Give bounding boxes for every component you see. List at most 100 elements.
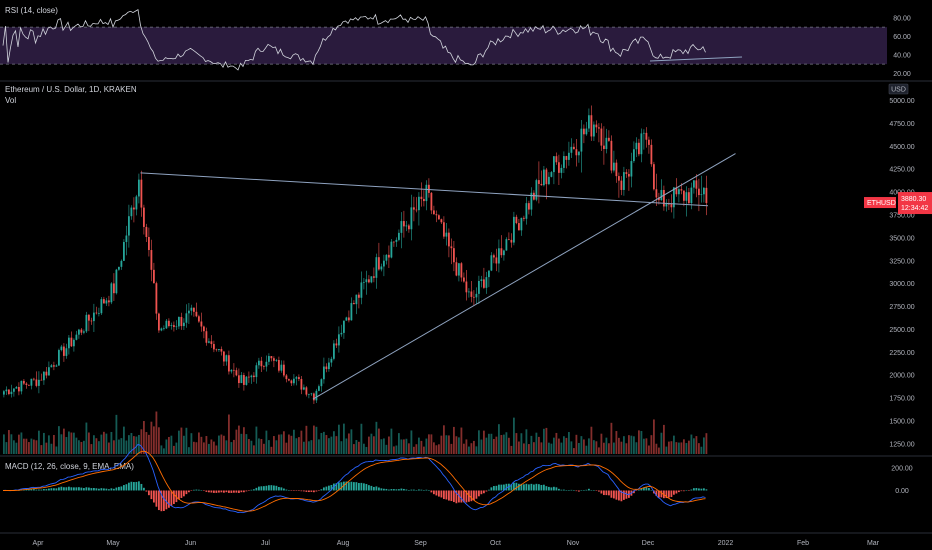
candle <box>240 375 243 384</box>
macd-histogram-bar <box>203 490 205 491</box>
volume-bar <box>213 441 215 454</box>
macd-histogram-bar <box>140 483 143 491</box>
candle <box>640 133 643 155</box>
time-axis-label: Dec <box>642 540 655 547</box>
volume-bar <box>530 435 533 454</box>
candle <box>448 232 450 247</box>
rsi-label: RSI (14, close) <box>5 6 58 15</box>
volume-bar <box>35 440 38 454</box>
candle <box>428 184 430 193</box>
volume-bar <box>413 446 415 454</box>
macd-histogram-bar <box>610 490 613 498</box>
candle <box>125 235 128 243</box>
volume-bar <box>540 442 543 454</box>
macd-histogram-bar <box>448 490 450 501</box>
candle <box>340 332 343 335</box>
volume-bar <box>275 440 278 454</box>
candle <box>200 321 203 327</box>
candle <box>50 365 53 368</box>
axis-tick-label: 2500.00 <box>889 327 914 334</box>
macd-histogram-bar <box>280 487 283 491</box>
macd-histogram-bar <box>293 490 295 491</box>
candle <box>25 383 28 385</box>
volume-bar <box>195 442 198 454</box>
volume-bar <box>550 443 553 454</box>
candle <box>173 325 175 327</box>
macd-histogram-bar <box>453 490 455 503</box>
macd-histogram-bar <box>575 490 578 492</box>
macd-histogram-bar <box>683 490 685 492</box>
candle <box>528 203 530 210</box>
macd-histogram-bar <box>223 490 225 493</box>
volume-bar <box>245 434 248 454</box>
macd-histogram-bar <box>348 482 350 491</box>
macd-histogram-bar <box>35 489 38 491</box>
candle <box>88 314 90 321</box>
volume-bar <box>675 442 678 454</box>
macd-histogram-bar <box>98 488 100 491</box>
volume-bar <box>215 445 218 454</box>
macd-histogram-bar <box>250 489 253 491</box>
volume-bar <box>305 425 308 454</box>
volume-bar <box>523 443 525 454</box>
candle <box>313 393 315 401</box>
macd-histogram-bar <box>703 488 705 491</box>
candle <box>65 348 68 356</box>
volume-bar <box>108 442 110 454</box>
candle <box>535 180 538 200</box>
volume-bar <box>410 430 413 454</box>
volume-bar <box>610 422 613 454</box>
volume-bar <box>705 433 708 454</box>
macd-histogram-bar <box>670 490 673 498</box>
candle <box>680 189 683 191</box>
symbol-badge: ETHUSD <box>867 200 896 207</box>
volume-bar <box>580 436 583 454</box>
candle <box>565 156 568 160</box>
volume-bar <box>685 443 688 454</box>
volume-bar <box>230 442 233 454</box>
volume-bar <box>155 411 158 454</box>
volume-bar <box>173 445 175 454</box>
macd-histogram-bar <box>465 490 468 503</box>
volume-bar <box>205 436 208 454</box>
volume-bar <box>335 436 338 454</box>
volume-bar <box>210 439 213 454</box>
macd-histogram-bar <box>270 485 273 491</box>
macd-histogram-bar <box>28 489 30 491</box>
macd-histogram-bar <box>530 483 533 491</box>
candle <box>123 242 125 261</box>
candle <box>95 312 98 314</box>
candle <box>570 146 573 153</box>
volume-bar <box>168 436 170 454</box>
candle <box>135 196 138 210</box>
macd-histogram-bar <box>265 485 268 491</box>
macd-histogram-bar <box>518 483 520 491</box>
volume-bar <box>78 440 80 454</box>
volume-bar <box>618 437 620 454</box>
axis-tick-label: 60.00 <box>893 34 911 41</box>
macd-histogram-bar <box>625 490 628 499</box>
candle <box>55 365 58 367</box>
macd-histogram-bar <box>473 490 475 501</box>
macd-histogram-bar <box>80 487 83 491</box>
macd-histogram-bar <box>93 487 95 491</box>
axis-tick-label: 0.00 <box>895 488 909 495</box>
volume-bar <box>648 445 650 454</box>
macd-histogram-bar <box>75 487 78 491</box>
volume-bar <box>575 434 578 454</box>
volume-bar <box>560 442 563 454</box>
volume-bar <box>225 440 228 454</box>
volume-bar <box>283 431 285 454</box>
volume-bar <box>583 439 585 454</box>
candle <box>175 326 178 328</box>
candle <box>350 303 353 321</box>
volume-bar <box>703 437 705 454</box>
candle <box>363 282 365 283</box>
macd-histogram-bar <box>398 489 400 491</box>
candle <box>635 142 638 150</box>
candle <box>703 187 705 195</box>
candle <box>250 375 253 378</box>
macd-histogram-bar <box>113 488 115 491</box>
volume-bar <box>340 441 343 454</box>
